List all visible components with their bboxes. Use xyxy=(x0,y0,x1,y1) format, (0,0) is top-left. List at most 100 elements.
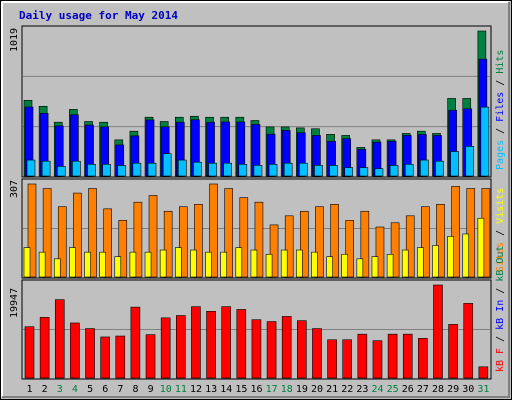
bar-kb-f xyxy=(145,334,156,379)
bar-kb-f xyxy=(160,317,171,379)
bar-sites xyxy=(284,215,294,278)
bar-visits xyxy=(190,249,197,278)
bar-kb-f xyxy=(372,340,383,379)
bar-sites xyxy=(269,224,279,278)
bar-kb-f xyxy=(312,328,322,379)
day-label: 11 xyxy=(175,384,187,395)
bar-kb-f xyxy=(221,306,231,379)
bar-sites xyxy=(194,203,203,278)
bar-sites xyxy=(390,222,400,278)
day-label: 19 xyxy=(296,384,308,395)
day-label: 1 xyxy=(27,384,33,395)
bar-kb-f xyxy=(70,322,80,379)
day-label: 12 xyxy=(190,384,202,395)
bar-sites xyxy=(360,210,370,278)
day-label: 8 xyxy=(132,384,138,395)
bar-kb-f xyxy=(281,316,292,379)
bar-visits xyxy=(99,251,106,278)
bar-kb-f xyxy=(433,284,443,379)
bar-sites xyxy=(451,186,460,278)
bar-kb-f xyxy=(24,326,35,379)
bar-pages xyxy=(87,164,96,177)
day-label: 18 xyxy=(281,384,293,395)
day-label: 13 xyxy=(205,384,217,395)
day-label: 31 xyxy=(477,384,489,395)
bar-pages xyxy=(480,106,490,177)
day-label: 17 xyxy=(266,384,278,395)
bar-visits xyxy=(23,247,31,278)
bar-sites xyxy=(421,206,430,278)
bar-pages xyxy=(465,146,475,177)
legend-visits-sites: Sites / Visits xyxy=(495,188,506,272)
bar-pages xyxy=(374,168,384,177)
bar-visits xyxy=(235,247,243,278)
legend-text: Pages / Files / Hits xyxy=(495,50,506,170)
day-label: 5 xyxy=(87,384,93,395)
day-label: 20 xyxy=(311,384,323,395)
bar-sites xyxy=(27,183,37,278)
day-label: 7 xyxy=(117,384,123,395)
bar-kb-f xyxy=(387,333,398,379)
day-label: 21 xyxy=(326,384,338,395)
bar-visits xyxy=(114,256,122,278)
legend-kbytes: kB F / kB In / kB Out xyxy=(495,246,506,372)
bar-kb-f xyxy=(463,303,474,379)
day-label: 2 xyxy=(42,384,48,395)
bar-sites xyxy=(300,210,309,278)
day-label: 4 xyxy=(72,384,78,395)
day-label: 27 xyxy=(417,384,429,395)
bar-visits xyxy=(265,253,273,278)
legend-entry: Files xyxy=(495,92,506,122)
bar-pages xyxy=(314,165,323,177)
bar-pages xyxy=(193,161,202,177)
bar-sites xyxy=(315,206,324,278)
bar-sites xyxy=(209,183,218,278)
legend-entry: kB F xyxy=(495,348,506,372)
bar-visits xyxy=(326,256,333,278)
legend-entry: Visits xyxy=(495,188,506,224)
bar-sites xyxy=(405,215,415,278)
bar-kb-f xyxy=(130,306,141,379)
day-label: 6 xyxy=(102,384,108,395)
bar-sites xyxy=(330,203,339,278)
bar-visits xyxy=(280,249,288,278)
bar-kb-f xyxy=(191,306,201,379)
bar-pages xyxy=(177,159,187,177)
bar-visits xyxy=(38,251,46,278)
y-max-label-kbytes: 19947 xyxy=(9,288,20,318)
bar-pages xyxy=(56,166,66,177)
bar-pages xyxy=(268,164,278,177)
bar-visits xyxy=(296,249,303,278)
bar-pages xyxy=(117,165,127,177)
bar-sites xyxy=(148,195,158,278)
day-label: 25 xyxy=(387,384,399,395)
bar-sites xyxy=(466,188,476,278)
bar-sites xyxy=(133,201,143,278)
bar-pages xyxy=(41,160,51,177)
day-label: 22 xyxy=(341,384,353,395)
bar-kb-f xyxy=(448,324,458,379)
bar-pages xyxy=(404,164,414,177)
bar-pages xyxy=(147,162,157,177)
bar-kb-f xyxy=(402,333,413,379)
bar-pages xyxy=(389,165,399,177)
bar-kb-f xyxy=(206,311,216,379)
bar-visits xyxy=(432,245,439,278)
legend-text: Sites / Visits xyxy=(495,188,506,272)
day-label: 28 xyxy=(432,384,444,395)
bar-visits xyxy=(159,249,167,278)
bar-visits xyxy=(144,251,152,278)
bar-kb-f xyxy=(342,339,353,379)
bar-kb-f xyxy=(357,333,368,379)
bar-visits xyxy=(417,247,424,278)
bar-sites xyxy=(178,206,188,278)
bar-visits xyxy=(174,247,182,278)
legend-entry: Pages xyxy=(495,140,506,170)
bar-kb-f xyxy=(251,319,262,379)
day-label: 26 xyxy=(402,384,414,395)
bar-sites xyxy=(118,220,128,278)
day-label: 14 xyxy=(220,384,232,395)
bar-visits xyxy=(205,251,212,278)
bar-sites xyxy=(73,192,82,278)
bar-pages xyxy=(132,162,142,177)
